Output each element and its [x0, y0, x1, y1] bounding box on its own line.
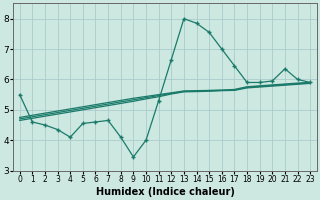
X-axis label: Humidex (Indice chaleur): Humidex (Indice chaleur): [96, 187, 234, 197]
